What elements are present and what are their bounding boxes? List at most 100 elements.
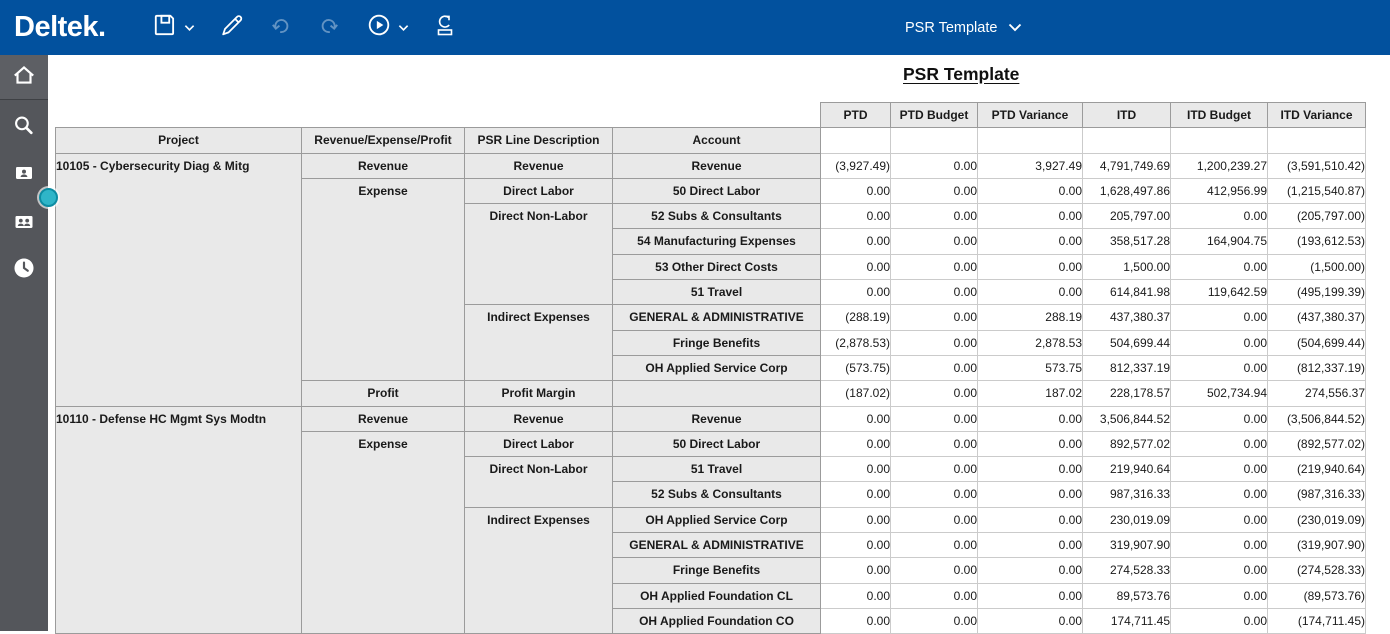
cell-ptd: (3,927.49) <box>820 152 891 179</box>
table-row: Expense Direct Labor 50 Direct Labor 0.0… <box>56 430 1366 634</box>
column-header-itd-budget: ITD Budget <box>1170 101 1268 129</box>
undo-button[interactable] <box>256 7 305 49</box>
cell-ptd-budget: 0.00 <box>890 279 978 306</box>
cell-itd: 358,517.28 <box>1082 228 1171 255</box>
view-selector-label: PSR Template <box>905 19 998 36</box>
cell-itd-variance: (1,215,540.87) <box>1267 177 1366 205</box>
cell-itd: 892,577.02 <box>1082 430 1171 458</box>
run-button[interactable] <box>354 6 421 49</box>
cell-ptd-budget: 0.00 <box>890 228 978 255</box>
cell-ptd: 0.00 <box>820 481 891 508</box>
column-header-itd-variance: ITD Variance <box>1267 101 1366 129</box>
table-row: 53 Other Direct Costs 0.00 0.00 0.00 1,5… <box>56 253 1366 281</box>
column-header-rev-exp-profit: Revenue/Expense/Profit <box>301 127 465 154</box>
export-icon <box>433 13 457 42</box>
sidebar-item-teams[interactable] <box>12 210 36 234</box>
view-selector-dropdown[interactable]: PSR Template <box>905 0 1022 55</box>
table-row: Direct Non-Labor 52 Subs & Consultants 0… <box>56 203 1366 306</box>
cell-itd: 205,797.00 <box>1082 203 1171 230</box>
cell-ptd: 0.00 <box>820 405 891 432</box>
empty-cell <box>1170 127 1268 154</box>
cell-psr-line: Direct Non-Labor <box>464 456 613 508</box>
cell-account: 52 Subs & Consultants <box>612 481 821 508</box>
cell-account: 50 Direct Labor <box>612 177 821 205</box>
cell-itd: 987,316.33 <box>1082 481 1171 508</box>
sidebar-item-history[interactable] <box>11 255 37 281</box>
cell-ptd-variance: 0.00 <box>977 456 1083 483</box>
cell-account: GENERAL & ADMINISTRATIVE <box>612 304 821 331</box>
cell-ptd: 0.00 <box>820 430 891 458</box>
cell-itd-variance: (3,591,510.42) <box>1267 152 1366 179</box>
cell-ptd-variance: 0.00 <box>977 279 1083 306</box>
cell-account: 53 Other Direct Costs <box>612 253 821 281</box>
column-header-ptd: PTD <box>820 101 891 129</box>
cell-ptd-budget: 0.00 <box>890 354 978 382</box>
cell-ptd: (573.75) <box>820 354 891 382</box>
empty-cell <box>890 127 978 154</box>
cell-itd-variance: (437,380.37) <box>1267 304 1366 331</box>
sidebar-item-home[interactable] <box>0 55 48 100</box>
cell-ptd-budget: 0.00 <box>890 304 978 331</box>
cell-ptd: 0.00 <box>820 177 891 205</box>
cell-itd-variance: (987,316.33) <box>1267 481 1366 508</box>
cell-itd-variance: (89,573.76) <box>1267 582 1366 609</box>
cell-itd: 1,628,497.86 <box>1082 177 1171 205</box>
cell-ptd-budget: 0.00 <box>890 557 978 584</box>
cell-itd-budget: 0.00 <box>1170 203 1268 230</box>
column-header-account: Account <box>612 127 821 154</box>
cell-itd: 812,337.19 <box>1082 354 1171 382</box>
cell-ptd-variance: 0.00 <box>977 481 1083 508</box>
cell-itd: 89,573.76 <box>1082 582 1171 609</box>
cell-project: 10105 - Cybersecurity Diag & Mitg <box>55 152 302 407</box>
cell-itd-budget: 0.00 <box>1170 456 1268 483</box>
sidebar-item-contacts[interactable] <box>12 161 36 185</box>
cell-itd-budget: 0.00 <box>1170 329 1268 356</box>
clock-icon <box>11 258 37 285</box>
cell-ptd-budget: 0.00 <box>890 177 978 205</box>
table-row: Direct Non-Labor 51 Travel 0.00 0.00 0.0… <box>56 456 1366 508</box>
cell-itd-variance: (219,940.64) <box>1267 456 1366 483</box>
cell-account: GENERAL & ADMINISTRATIVE <box>612 532 821 559</box>
cell-ptd-variance: 288.19 <box>977 304 1083 331</box>
table-row: OH Applied Foundation CL 0.00 0.00 0.00 … <box>56 582 1366 609</box>
people-folder-icon <box>12 216 36 238</box>
cell-ptd-variance: 0.00 <box>977 582 1083 609</box>
cell-psr-line: Direct Non-Labor <box>464 203 613 306</box>
cell-itd-budget: 164,904.75 <box>1170 228 1268 255</box>
cell-account: Revenue <box>612 405 821 432</box>
cell-itd-budget: 502,734.94 <box>1170 380 1268 407</box>
redo-button[interactable] <box>305 7 354 49</box>
cell-itd-variance: (174,711.45) <box>1267 607 1366 634</box>
cell-ptd-variance: 0.00 <box>977 177 1083 205</box>
cell-account: 51 Travel <box>612 456 821 483</box>
cell-ptd-budget: 0.00 <box>890 203 978 230</box>
left-sidebar <box>0 55 48 631</box>
sidebar-resize-handle[interactable] <box>39 188 58 207</box>
export-button[interactable] <box>421 7 469 48</box>
cell-rep: Profit <box>301 380 465 407</box>
cell-ptd: (288.19) <box>820 304 891 331</box>
sidebar-item-search[interactable] <box>12 113 37 138</box>
column-header-project: Project <box>55 127 302 154</box>
cell-ptd: 0.00 <box>820 456 891 483</box>
cell-itd-budget: 0.00 <box>1170 405 1268 432</box>
cell-ptd-variance: 0.00 <box>977 506 1083 534</box>
table-row: 54 Manufacturing Expenses 0.00 0.00 0.00… <box>56 228 1366 255</box>
edit-button[interactable] <box>207 7 256 49</box>
table-row: 10110 - Defense HC Mgmt Sys Modtn Revenu… <box>55 405 1366 634</box>
cell-account: 50 Direct Labor <box>612 430 821 458</box>
cell-itd-budget: 0.00 <box>1170 506 1268 534</box>
cell-ptd-variance: 573.75 <box>977 354 1083 382</box>
cell-itd: 4,791,749.69 <box>1082 152 1171 179</box>
cell-itd: 614,841.98 <box>1082 279 1171 306</box>
cell-psr-line: Indirect Expenses <box>464 506 613 634</box>
cell-itd-budget: 0.00 <box>1170 607 1268 634</box>
column-header-itd: ITD <box>1082 101 1171 129</box>
cell-ptd: 0.00 <box>820 582 891 609</box>
deltek-logo[interactable]: Deltek. <box>14 11 106 43</box>
save-button[interactable] <box>140 6 207 49</box>
table-row: Indirect Expenses GENERAL & ADMINISTRATI… <box>56 304 1366 382</box>
view-selector-chevron-down-icon <box>1008 20 1022 36</box>
cell-ptd: (2,878.53) <box>820 329 891 356</box>
cell-itd-variance: (193,612.53) <box>1267 228 1366 255</box>
